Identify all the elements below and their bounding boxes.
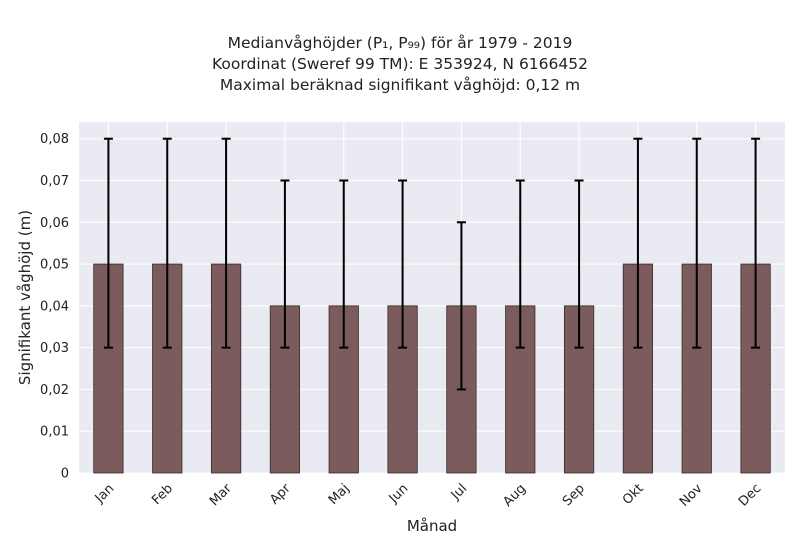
x-tick-label: Jul (448, 481, 470, 503)
x-tick-label: Aug (501, 481, 530, 510)
error-bar-jul (456, 221, 466, 391)
y-axis-label: Signifikant våghöjd (m) (16, 210, 34, 385)
error-bar-dec (751, 137, 761, 349)
y-tick-label: 0 (61, 467, 69, 482)
bars (93, 263, 771, 474)
bar-nov (681, 263, 712, 474)
x-axis-label: Månad (407, 517, 457, 535)
error-bar-maj (339, 179, 349, 349)
x-tick-label: Mar (207, 481, 235, 509)
y-tick-label: 0,05 (40, 258, 69, 273)
x-tick-label: Apr (267, 481, 294, 508)
title-line-1: Medianvåghöjder (P₁, P₉₉) för år 1979 - … (227, 34, 573, 52)
error-bar-mar (221, 137, 231, 349)
y-tick-label: 0,03 (40, 341, 69, 356)
y-tick-label: 0,01 (40, 425, 69, 440)
x-tick-label: Jan (92, 481, 117, 506)
error-bar-apr (280, 179, 290, 349)
y-tick-label: 0,08 (40, 132, 69, 147)
y-tick-label: 0,06 (40, 216, 69, 231)
y-tick-label: 0,07 (40, 174, 69, 189)
error-bar-aug (515, 179, 525, 349)
y-tick-labels: 0 0,01 0,02 0,03 0,04 0,05 0,06 0,07 0,08 (40, 132, 69, 481)
x-tick-label: Maj (326, 481, 353, 508)
bar-mar (210, 263, 242, 474)
error-bar-jun (398, 179, 408, 349)
x-tick-labels: Jan Feb Mar Apr Maj Jun Jul Aug Sep Okt Nov Dec (92, 481, 765, 510)
title-line-2: Koordinat (Sweref 99 TM): E 353924, N 61… (212, 55, 588, 73)
error-bar-okt (633, 137, 643, 349)
x-tick-label: Okt (620, 481, 647, 508)
x-tick-label: Nov (677, 481, 706, 510)
y-tick-label: 0,02 (40, 383, 69, 398)
title-line-3: Maximal beräknad signifikant våghöjd: 0,… (219, 76, 581, 94)
error-bar-sep (574, 179, 584, 349)
error-bar-jan (103, 137, 113, 349)
x-tick-label: Dec (736, 481, 764, 509)
error-bar-nov (692, 137, 702, 349)
error-bar-feb (162, 137, 172, 349)
y-tick-label: 0,04 (40, 299, 69, 314)
chart-title: Medianvåghöjder (P₁, P₉₉) för år 1979 - … (0, 33, 800, 96)
x-tick-label: Jun (386, 481, 412, 507)
x-tick-label: Feb (149, 481, 176, 508)
plot-area (79, 122, 785, 473)
error-bars (103, 137, 761, 391)
x-tick-label: Sep (560, 481, 588, 509)
